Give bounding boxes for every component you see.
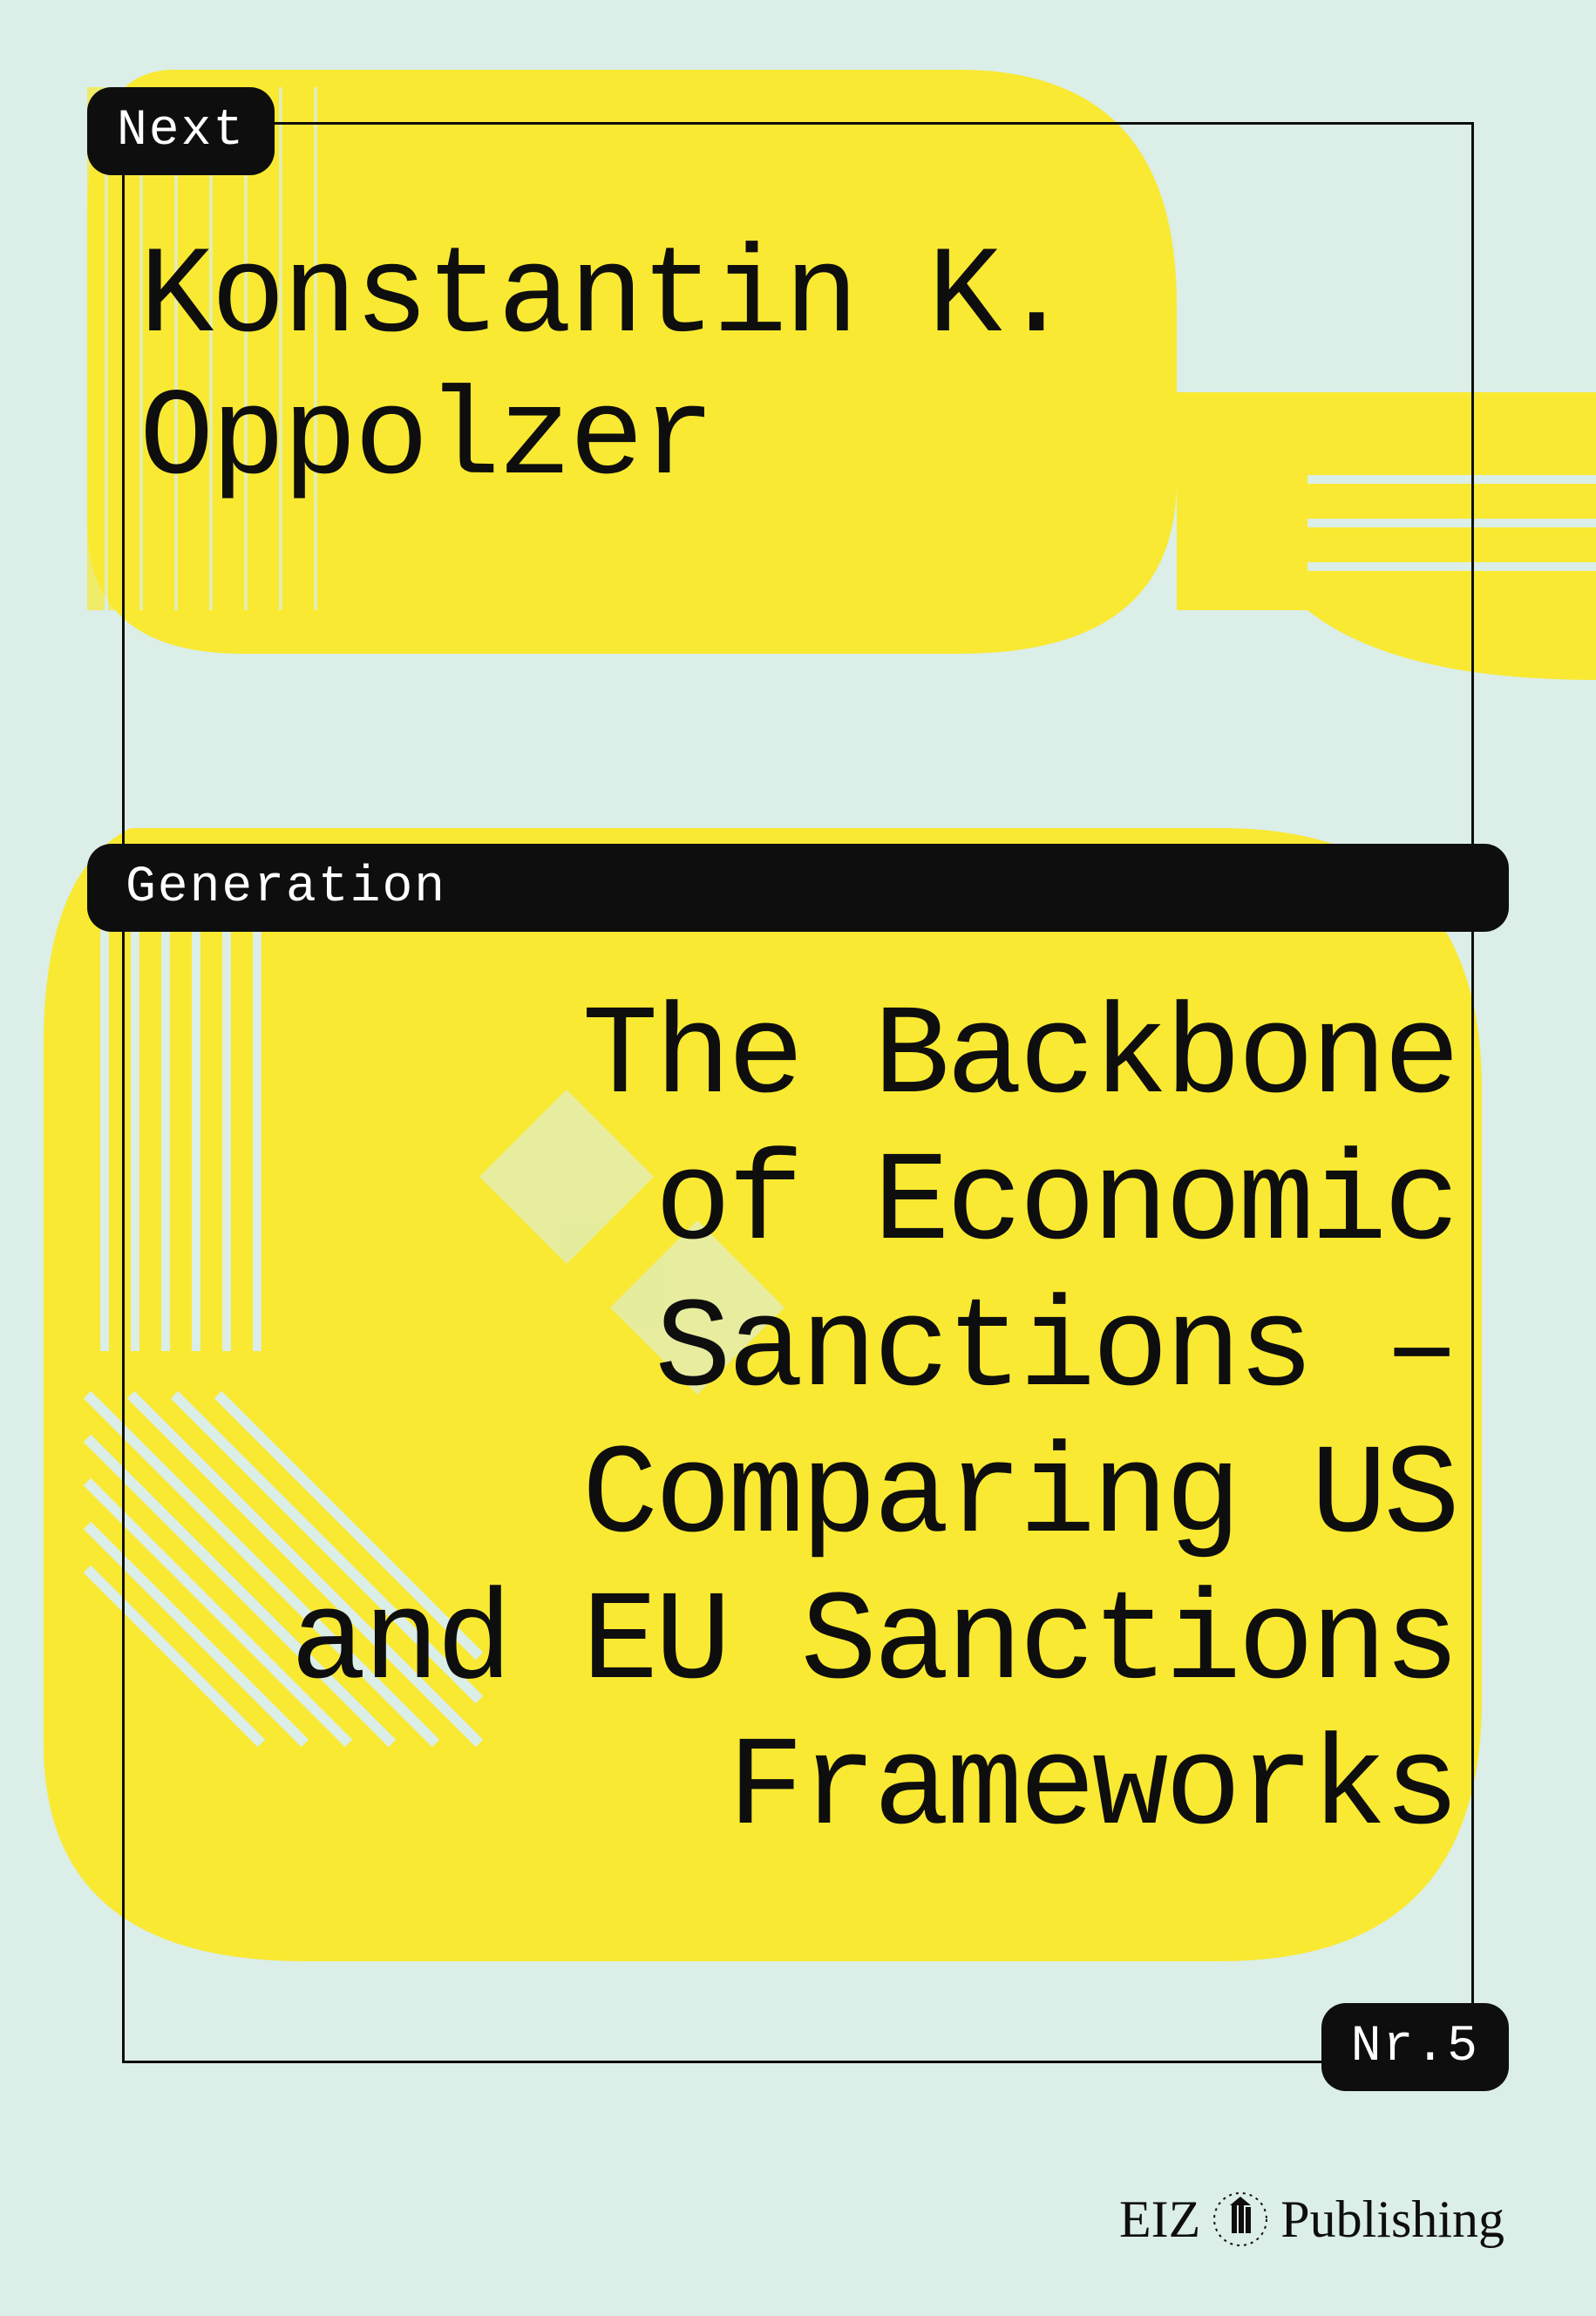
author-name: Konstantin K. Oppolzer <box>139 227 1071 512</box>
series-badge-generation: Generation <box>87 844 1509 932</box>
publisher-prefix: EIZ <box>1119 2190 1200 2250</box>
series-badge-next: Next <box>87 87 275 175</box>
issue-number-badge: Nr.5 <box>1321 2003 1509 2091</box>
book-title: The Backbone of Economic Sanctions – Com… <box>174 985 1457 1863</box>
publisher-credit: EIZ Publishing <box>1119 2188 1504 2251</box>
publisher-logo-icon <box>1209 2188 1272 2251</box>
publisher-suffix: Publishing <box>1280 2190 1504 2250</box>
